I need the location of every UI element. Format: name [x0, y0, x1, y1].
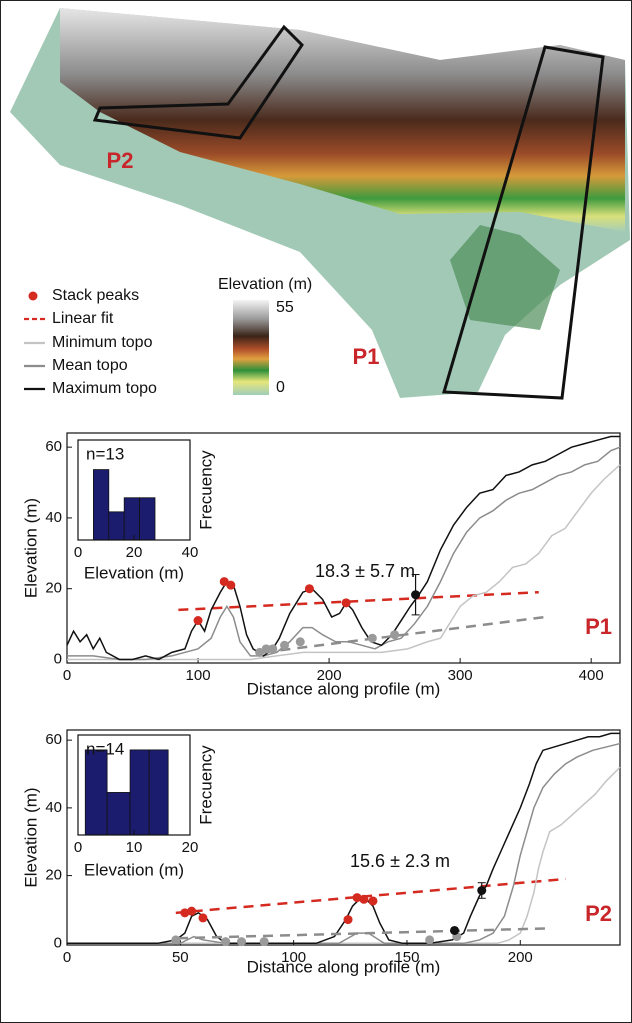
annotation: 15.6 ± 2.3 m: [350, 851, 450, 871]
profile-label: P2: [107, 148, 134, 173]
histogram-bar: [106, 792, 131, 836]
x-axis-label: Elevation (m): [84, 860, 184, 879]
y-tick-label: 0: [54, 650, 62, 667]
annotation: 18.3 ± 5.7 m: [315, 561, 415, 581]
legend-label: Maximum topo: [52, 380, 157, 397]
point: [390, 630, 400, 640]
legend-label: Minimum topo: [52, 334, 153, 351]
profile-line: [67, 446, 621, 661]
point: [359, 894, 369, 904]
point: [193, 616, 203, 626]
fit-line: [178, 927, 548, 940]
point: [268, 644, 278, 654]
y-tick-label: 0: [54, 934, 62, 951]
point: [304, 584, 314, 594]
profile-label: P1: [353, 344, 380, 369]
x-tick-label: 0: [74, 839, 82, 856]
fit-line: [263, 615, 546, 654]
x-axis-label: Distance along profile (m): [247, 679, 441, 698]
profile-line: [67, 732, 620, 945]
x-tick-label: 200: [317, 667, 342, 684]
x-tick-label: 10: [126, 839, 143, 856]
y-axis-label: Elevation (m): [21, 787, 40, 887]
profile-line: [67, 464, 621, 661]
legend-symbol: [28, 291, 38, 301]
histogram-bar: [129, 749, 150, 836]
point: [198, 913, 208, 923]
x-tick-label: 400: [579, 667, 604, 684]
plot-frame: [66, 729, 621, 946]
x-axis-label: Distance along profile (m): [247, 957, 441, 976]
point: [341, 598, 351, 608]
histogram-bar: [148, 749, 169, 836]
x-tick-label: 150: [394, 949, 419, 966]
colorbar: [233, 300, 269, 395]
point: [280, 640, 290, 650]
point: [343, 915, 353, 925]
y-tick-label: 40: [45, 509, 62, 526]
y-tick-label: 20: [45, 580, 62, 597]
x-tick-label: 0: [63, 667, 71, 684]
plot-frame: [66, 432, 621, 664]
point: [187, 906, 197, 916]
point: [368, 896, 378, 906]
y-tick-label: 20: [45, 867, 62, 884]
y-tick-label: 60: [45, 438, 62, 455]
x-tick-label: 50: [172, 949, 189, 966]
point: [367, 633, 377, 643]
histogram-bar: [93, 469, 110, 541]
fit-line: [175, 877, 566, 915]
x-axis-label: Elevation (m): [84, 563, 184, 582]
point: [477, 885, 487, 895]
point: [226, 580, 236, 590]
y-axis-label: Frecuency: [196, 450, 215, 530]
colorbar-tick-label: 55: [276, 299, 294, 316]
colorbar-tick-label: 0: [276, 379, 285, 396]
profile-label: P1: [585, 614, 612, 639]
point: [411, 590, 421, 600]
histogram-bar: [123, 497, 140, 541]
point: [352, 893, 362, 903]
fit-line: [178, 590, 539, 612]
legend-label: Stack peaks: [52, 287, 139, 304]
y-axis-label: Elevation (m): [21, 498, 40, 598]
x-tick-label: 100: [281, 949, 306, 966]
x-tick-label: 20: [182, 839, 199, 856]
histogram-bar: [139, 497, 156, 541]
point: [425, 935, 435, 945]
legend-label: Mean topo: [52, 357, 128, 374]
point: [171, 935, 181, 945]
x-tick-label: 0: [63, 949, 71, 966]
y-tick-label: 40: [45, 799, 62, 816]
annotation: n=13: [86, 444, 124, 463]
histogram-bar: [84, 749, 108, 836]
profile-line: [67, 766, 621, 945]
x-tick-label: 20: [126, 544, 143, 561]
y-axis-label: Frecuency: [196, 745, 215, 825]
x-tick-label: 200: [508, 949, 533, 966]
point: [450, 925, 460, 935]
legend-label: Linear fit: [52, 310, 114, 327]
point: [259, 937, 269, 947]
x-tick-label: 0: [74, 544, 82, 561]
terrain: [10, 8, 630, 400]
point: [221, 937, 231, 947]
point: [295, 637, 305, 647]
point: [237, 937, 247, 947]
point: [180, 908, 190, 918]
histogram-bar: [108, 511, 125, 541]
x-tick-label: 40: [182, 544, 199, 561]
profile-label: P2: [585, 901, 612, 926]
y-tick-label: 60: [45, 731, 62, 748]
x-tick-label: 100: [186, 667, 211, 684]
colorbar-title: Elevation (m): [218, 276, 312, 293]
point: [261, 644, 271, 654]
x-tick-label: 300: [448, 667, 473, 684]
annotation: n=14: [86, 739, 124, 758]
